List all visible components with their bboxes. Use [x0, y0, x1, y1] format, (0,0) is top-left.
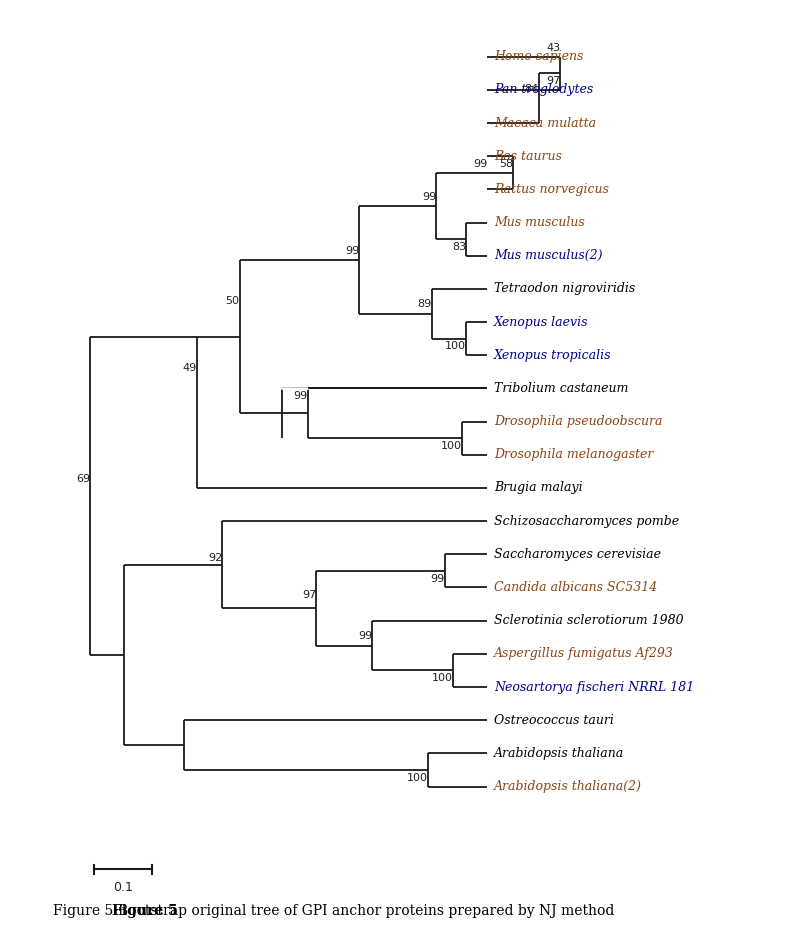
- Text: 100: 100: [433, 673, 453, 683]
- Text: 100: 100: [445, 341, 466, 351]
- Text: Drosophila pseudoobscura: Drosophila pseudoobscura: [494, 415, 663, 428]
- Text: Xenopus laevis: Xenopus laevis: [494, 315, 588, 328]
- Text: 58: 58: [499, 159, 513, 169]
- Text: Aspergillus fumigatus Af293: Aspergillus fumigatus Af293: [494, 647, 674, 660]
- Text: Sclerotinia sclerotiorum 1980: Sclerotinia sclerotiorum 1980: [494, 615, 684, 628]
- Text: Candida albicans SC5314: Candida albicans SC5314: [494, 581, 657, 594]
- Text: 97: 97: [546, 76, 560, 86]
- Text: Saccharomyces cerevisiae: Saccharomyces cerevisiae: [494, 548, 661, 561]
- Text: 92: 92: [208, 552, 222, 563]
- Text: 100: 100: [440, 441, 462, 451]
- Text: Figure 5-Bootstrap original tree of GPI anchor proteins prepared by NJ method: Figure 5-Bootstrap original tree of GPI …: [53, 905, 614, 919]
- Text: Macaca mulatta: Macaca mulatta: [494, 117, 596, 130]
- Text: Schizosaccharomyces pombe: Schizosaccharomyces pombe: [494, 514, 679, 527]
- Text: Ostreococcus tauri: Ostreococcus tauri: [494, 714, 614, 727]
- Text: Bos taurus: Bos taurus: [494, 150, 562, 163]
- Text: 49: 49: [183, 362, 197, 373]
- Text: Tribolium castaneum: Tribolium castaneum: [494, 382, 628, 395]
- Text: Homo sapiens: Homo sapiens: [494, 50, 583, 63]
- Text: 97: 97: [302, 590, 316, 600]
- Text: Arabidopsis thaliana: Arabidopsis thaliana: [494, 747, 624, 760]
- Text: Drosophila melanogaster: Drosophila melanogaster: [494, 449, 653, 462]
- Text: Neosartorya fischeri NRRL 181: Neosartorya fischeri NRRL 181: [494, 680, 694, 693]
- Text: Mus musculus: Mus musculus: [494, 216, 585, 229]
- Text: 99: 99: [430, 574, 444, 583]
- Text: 99: 99: [345, 247, 360, 257]
- Text: 84: 84: [524, 83, 539, 94]
- Text: 43: 43: [546, 43, 560, 53]
- Text: 99: 99: [294, 391, 308, 401]
- Text: Brugia malayi: Brugia malayi: [494, 481, 582, 494]
- Text: Pan troglodytes: Pan troglodytes: [494, 83, 593, 96]
- Text: 50: 50: [225, 296, 239, 306]
- Text: Tetraodon nigroviridis: Tetraodon nigroviridis: [494, 283, 635, 296]
- Text: 99: 99: [422, 192, 436, 202]
- Text: Figure 5: Figure 5: [111, 905, 177, 919]
- Text: 89: 89: [418, 299, 432, 310]
- Text: 0.1: 0.1: [113, 881, 133, 894]
- Text: 69: 69: [76, 474, 90, 484]
- Text: Rattus norvegicus: Rattus norvegicus: [494, 183, 608, 196]
- Text: Mus musculus(2): Mus musculus(2): [494, 249, 602, 262]
- Text: Xenopus tropicalis: Xenopus tropicalis: [494, 349, 612, 362]
- Text: 83: 83: [452, 242, 466, 252]
- Text: 100: 100: [407, 772, 428, 782]
- Text: Arabidopsis thaliana(2): Arabidopsis thaliana(2): [494, 780, 642, 793]
- Text: 99: 99: [358, 631, 372, 641]
- Text: 99: 99: [473, 159, 487, 169]
